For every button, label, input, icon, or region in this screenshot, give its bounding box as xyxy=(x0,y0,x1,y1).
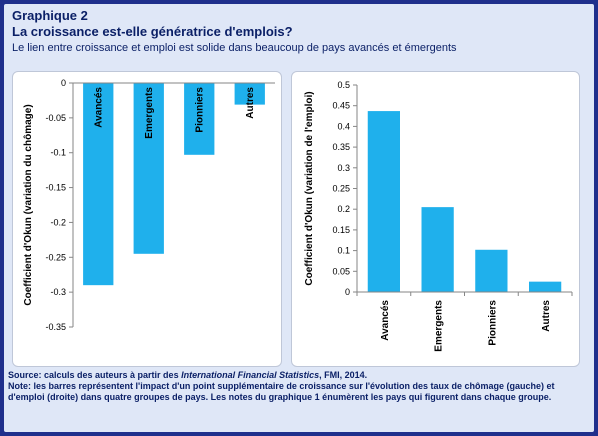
figure-header: Graphique 2 La croissance est-elle génér… xyxy=(12,8,587,55)
right-category-label-autres: Autres xyxy=(541,300,552,332)
left-y-tick-label: -0.2 xyxy=(50,217,66,227)
left-category-label-emergents: Emergents xyxy=(144,87,155,139)
source-note: Source: calculs des auteurs à partir des… xyxy=(8,370,586,381)
figure-footer: Source: calculs des auteurs à partir des… xyxy=(8,370,586,403)
right-y-tick-label: 0.1 xyxy=(337,246,350,256)
source-suffix: , FMI, 2014. xyxy=(319,370,368,380)
left-y-axis-label: Coefficient d'Okun (variation du chômage… xyxy=(23,104,34,305)
left-category-label-autres: Autres xyxy=(245,87,256,119)
right-bar-autres xyxy=(529,281,562,292)
left-y-tick-label: -0.15 xyxy=(45,183,66,193)
left-y-tick-label: -0.05 xyxy=(45,113,66,123)
right-chart-panel: Coefficient d'Okun (variation de l'emplo… xyxy=(291,71,580,367)
right-y-tick-label: 0.4 xyxy=(337,121,350,131)
left-y-tick-label: -0.3 xyxy=(50,287,66,297)
left-bar-pionniers xyxy=(184,83,215,155)
left-category-label-avances: Avancés xyxy=(93,87,104,128)
left-chart-panel: Coefficient d'Okun (variation du chômage… xyxy=(12,71,282,367)
source-italic: International Financial Statistics xyxy=(181,370,320,380)
right-y-tick-label: 0 xyxy=(345,287,350,297)
figure-number: Graphique 2 xyxy=(12,8,88,23)
right-bar-avances xyxy=(367,111,400,292)
left-y-tick-label: -0.1 xyxy=(50,148,66,158)
right-y-axis-label: Coefficient d'Okun (variation de l'emplo… xyxy=(304,91,315,285)
right-category-label-pionniers: Pionniers xyxy=(487,300,498,346)
right-y-tick-label: 0.35 xyxy=(332,142,350,152)
left-y-tick-label: -0.35 xyxy=(45,322,66,332)
source-prefix: Source: calculs des auteurs à partir des xyxy=(8,370,182,380)
left-y-tick-label: 0 xyxy=(61,78,66,88)
employment-okun-chart: Coefficient d'Okun (variation de l'emplo… xyxy=(304,80,573,352)
left-y-tick-label: -0.25 xyxy=(45,252,66,262)
right-category-label-avances: Avancés xyxy=(380,300,391,341)
right-bar-emergents xyxy=(421,207,454,292)
unemployment-okun-chart: Coefficient d'Okun (variation du chômage… xyxy=(23,78,275,332)
right-bar-pionniers xyxy=(475,249,508,292)
left-bar-autres xyxy=(234,83,265,105)
right-y-tick-label: 0.3 xyxy=(337,163,350,173)
left-bar-avances xyxy=(83,83,114,286)
right-y-tick-label: 0.45 xyxy=(332,101,350,111)
right-y-tick-label: 0.2 xyxy=(337,204,350,214)
right-y-tick-label: 0.05 xyxy=(332,266,350,276)
figure-title: La croissance est-elle génératrice d'emp… xyxy=(12,24,293,39)
figure-subtitle: Le lien entre croissance et emploi est s… xyxy=(12,42,457,54)
right-y-tick-label: 0.5 xyxy=(337,80,350,90)
left-bar-emergents xyxy=(133,83,164,254)
right-y-tick-label: 0.25 xyxy=(332,184,350,194)
right-category-label-emergents: Emergents xyxy=(434,300,445,352)
left-category-label-pionniers: Pionniers xyxy=(194,87,205,133)
explanatory-note: Note: les barres représentent l'impact d… xyxy=(8,381,555,402)
right-y-tick-label: 0.15 xyxy=(332,225,350,235)
